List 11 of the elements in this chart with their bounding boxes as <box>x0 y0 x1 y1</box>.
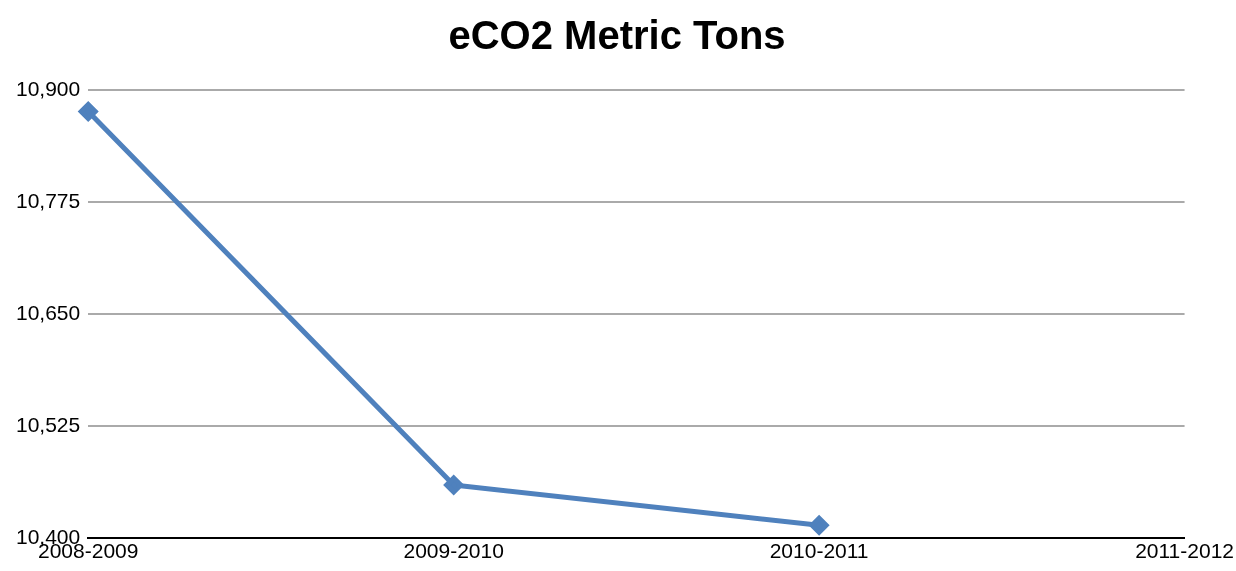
y-tick-label: 10,650 <box>16 300 81 324</box>
x-tick-label: 2009-2010 <box>403 539 504 563</box>
point <box>78 101 98 121</box>
point <box>809 515 829 535</box>
x-tick-label: 2011-2012 <box>1135 539 1234 563</box>
x-tick-label: 2010-2011 <box>769 539 869 563</box>
chart-title: eCO2 Metric Tons <box>448 13 786 58</box>
point <box>444 475 464 495</box>
y-tick-label: 10,900 <box>16 76 81 100</box>
y-tick-label: 10,775 <box>16 188 81 212</box>
y-tick-label: 10,525 <box>16 412 81 436</box>
